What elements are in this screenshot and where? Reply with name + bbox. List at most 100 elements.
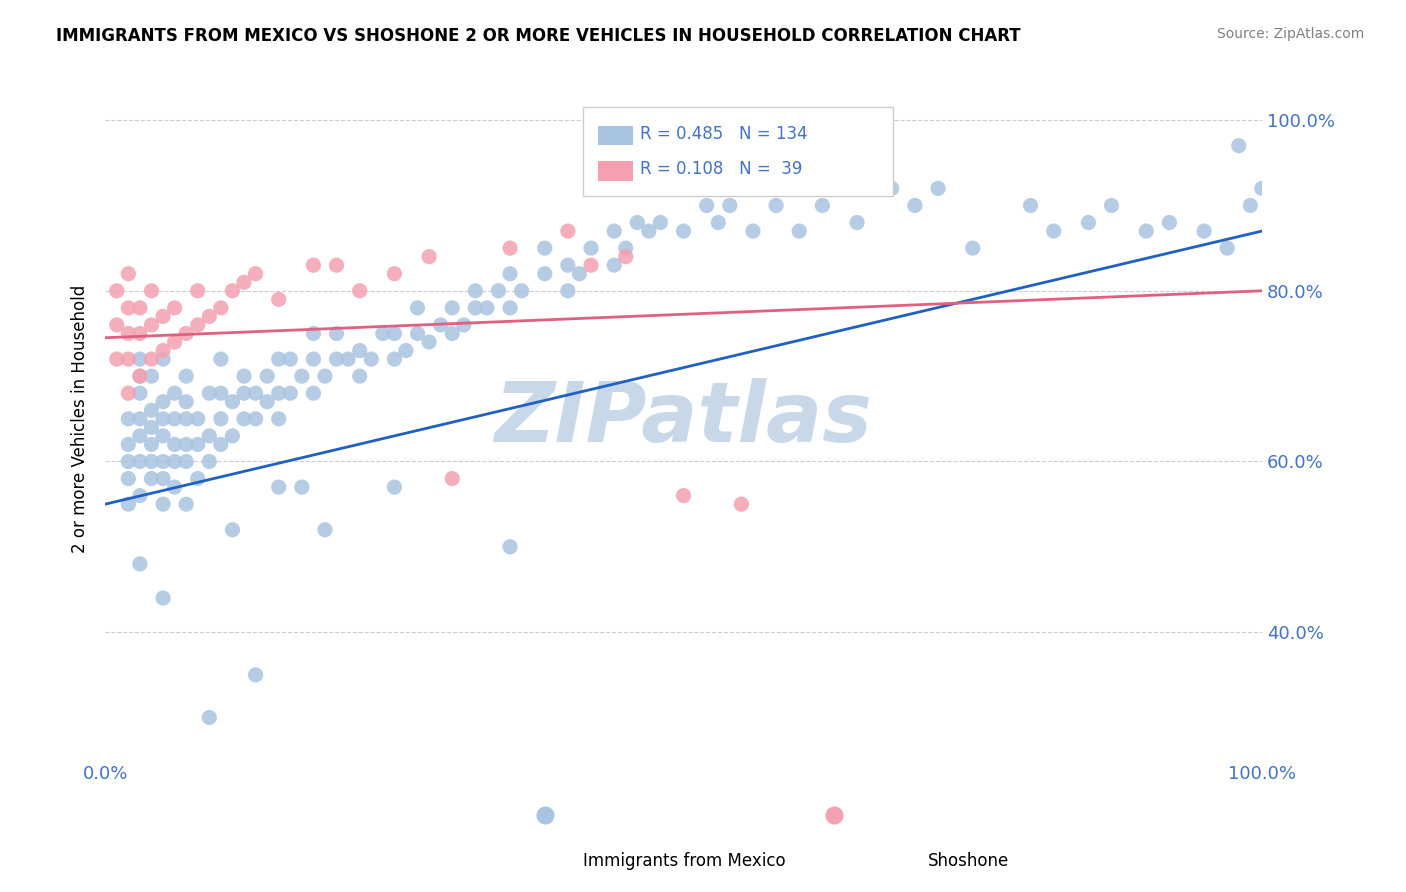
Point <box>557 224 579 238</box>
Point <box>198 386 221 401</box>
Point <box>163 454 186 468</box>
Point <box>152 394 174 409</box>
Point <box>533 241 555 255</box>
Point <box>129 369 152 384</box>
Point <box>152 352 174 367</box>
Point <box>245 267 267 281</box>
Point <box>337 352 360 367</box>
Point <box>141 437 163 451</box>
Point <box>152 310 174 324</box>
Point <box>696 198 718 212</box>
Point <box>267 293 290 307</box>
Text: R = 0.108   N =  39: R = 0.108 N = 39 <box>640 161 801 178</box>
Point <box>174 326 197 341</box>
Point <box>499 267 522 281</box>
Point <box>152 472 174 486</box>
Point <box>245 412 267 426</box>
Point <box>464 284 486 298</box>
Point <box>499 540 522 554</box>
Point <box>429 318 451 332</box>
Point <box>384 352 406 367</box>
Point <box>129 301 152 315</box>
Point <box>117 326 139 341</box>
Point <box>1101 198 1123 212</box>
Point <box>129 386 152 401</box>
Point <box>209 301 232 315</box>
Point <box>962 241 984 255</box>
Point <box>174 394 197 409</box>
Point <box>927 181 949 195</box>
Point <box>187 437 209 451</box>
Point <box>174 437 197 451</box>
Point <box>718 198 741 212</box>
Point <box>152 591 174 605</box>
Point <box>302 352 325 367</box>
Point <box>672 489 695 503</box>
Point <box>1077 215 1099 229</box>
Point <box>325 326 347 341</box>
Text: ZIPatlas: ZIPatlas <box>495 378 873 459</box>
Point <box>406 301 429 315</box>
Point <box>198 454 221 468</box>
Point <box>453 318 475 332</box>
Point <box>187 284 209 298</box>
Point <box>765 198 787 212</box>
Point <box>730 497 752 511</box>
Point <box>314 369 336 384</box>
Point <box>406 326 429 341</box>
Point <box>256 394 278 409</box>
Point <box>603 258 626 272</box>
Point <box>823 181 845 195</box>
Point <box>209 412 232 426</box>
Point <box>129 326 152 341</box>
Point <box>614 241 637 255</box>
Point <box>418 250 440 264</box>
Point <box>129 454 152 468</box>
Point <box>117 437 139 451</box>
Point <box>141 284 163 298</box>
Point <box>141 318 163 332</box>
Point <box>499 301 522 315</box>
Point <box>129 429 152 443</box>
Point <box>129 489 152 503</box>
Point <box>626 215 648 229</box>
Point <box>152 412 174 426</box>
Point <box>637 224 659 238</box>
Point <box>117 352 139 367</box>
Point <box>163 480 186 494</box>
Text: IMMIGRANTS FROM MEXICO VS SHOSHONE 2 OR MORE VEHICLES IN HOUSEHOLD CORRELATION C: IMMIGRANTS FROM MEXICO VS SHOSHONE 2 OR … <box>56 27 1021 45</box>
Point <box>488 284 510 298</box>
Point <box>302 326 325 341</box>
Point <box>152 343 174 358</box>
Point <box>198 310 221 324</box>
Point <box>291 369 314 384</box>
Point <box>163 334 186 349</box>
Point <box>105 318 128 332</box>
Point <box>291 480 314 494</box>
Point <box>117 472 139 486</box>
Point <box>267 386 290 401</box>
Point <box>174 369 197 384</box>
Point <box>441 472 464 486</box>
Point <box>325 258 347 272</box>
Point <box>349 284 371 298</box>
Point <box>129 369 152 384</box>
Point <box>105 352 128 367</box>
Point <box>152 429 174 443</box>
Point <box>233 412 256 426</box>
Point <box>267 480 290 494</box>
Point <box>1227 138 1250 153</box>
Point <box>117 386 139 401</box>
Point <box>152 454 174 468</box>
Point <box>1251 181 1274 195</box>
Point <box>163 437 186 451</box>
Point <box>129 557 152 571</box>
Text: Immigrants from Mexico: Immigrants from Mexico <box>583 852 786 870</box>
Point <box>1135 224 1157 238</box>
Point <box>325 352 347 367</box>
Point <box>141 420 163 434</box>
Point <box>349 343 371 358</box>
Point <box>707 215 730 229</box>
Point <box>1216 241 1239 255</box>
Text: Shoshone: Shoshone <box>928 852 1010 870</box>
